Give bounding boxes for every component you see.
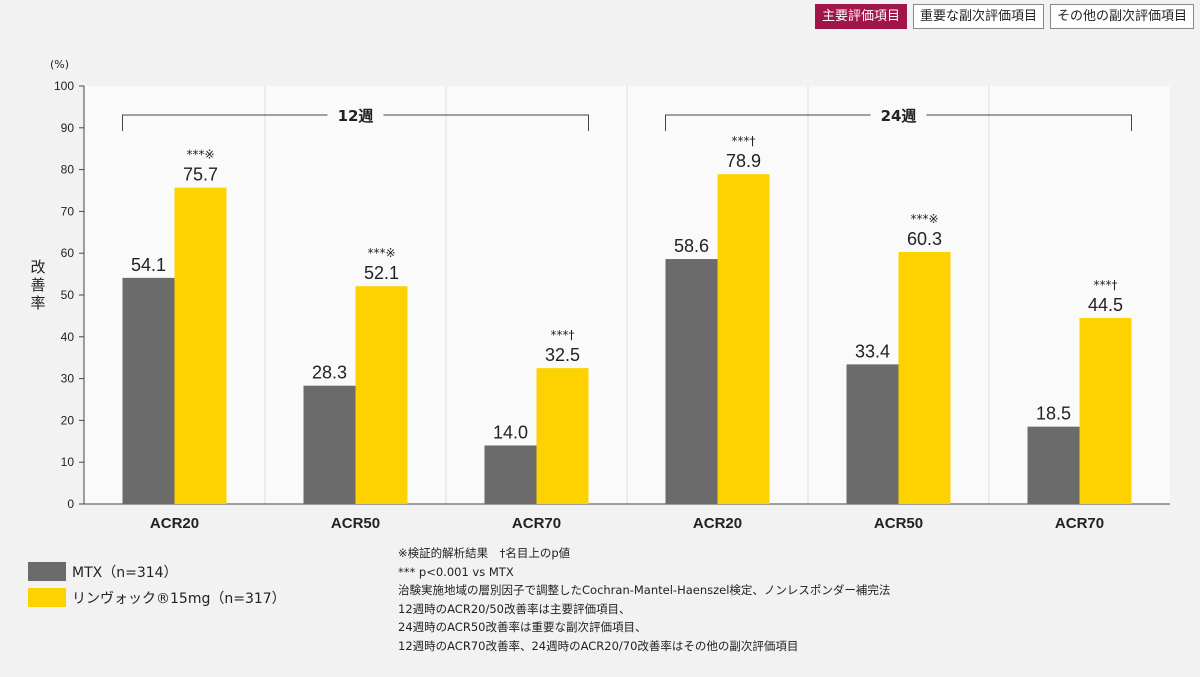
value-label-rinvoq: 78.9 [726, 151, 761, 171]
y-tick-label: 20 [61, 413, 75, 427]
x-tick-label: ACR20 [693, 515, 742, 532]
footnote-line: *** p<0.001 vs MTX [398, 564, 514, 579]
bar-rinvoq [174, 187, 227, 504]
value-label-mtx: 58.6 [674, 236, 709, 256]
bar-mtx [303, 385, 356, 504]
legend: MTX（n=314） リンヴォック®15mg（n=317） [28, 560, 286, 612]
footnotes: ※検証的解析結果 †名目上のp値 *** p<0.001 vs MTX 治験実施… [398, 544, 890, 656]
legend-swatch-rinvoq [28, 588, 66, 607]
y-tick-label: 0 [67, 497, 74, 511]
footnote-line: 12週時のACR20/50改善率は主要評価項目、 [398, 601, 631, 616]
bar-mtx [665, 259, 718, 504]
significance-annotation: ***† [732, 134, 756, 148]
legend-item-rinvoq: リンヴォック®15mg（n=317） [28, 586, 286, 609]
footnote-line: 治験実施地域の層別因子で調整したCochran-Mantel-Haenszel検… [398, 583, 891, 598]
significance-annotation: ***† [551, 328, 575, 342]
significance-annotation: ***† [1094, 278, 1118, 292]
bar-mtx [484, 445, 537, 504]
y-unit-label: (%) [50, 58, 69, 71]
bar-mtx [846, 364, 899, 504]
x-tick-label: ACR70 [512, 515, 561, 532]
y-tick-label: 50 [61, 288, 75, 302]
bar-rinvoq [898, 251, 951, 504]
footnote-line: 12週時のACR70改善率、24週時のACR20/70改善率はその他の副次評価項… [398, 638, 799, 653]
y-axis-label-char: 改 [30, 258, 45, 276]
group-bracket-left [122, 114, 328, 131]
group-label: 12週 [338, 107, 374, 125]
group-bracket-left [665, 114, 871, 131]
tab-key-secondary-endpoint[interactable]: 重要な副次評価項目 [912, 4, 1044, 29]
y-tick-label: 100 [54, 79, 74, 93]
value-label-rinvoq: 60.3 [907, 229, 942, 249]
group-label: 24週 [881, 107, 917, 125]
group-bracket-right [383, 114, 589, 131]
value-label-rinvoq: 75.7 [183, 165, 218, 185]
bar-chart: 0 10 20 30 40 50 60 70 80 90 100 (%) 改善率 54.1 75.7 ***※… [30, 58, 1170, 532]
bar-rinvoq [355, 286, 408, 504]
value-label-rinvoq: 44.5 [1088, 295, 1123, 315]
footnote-line: 24週時のACR50改善率は重要な副次評価項目、 [398, 620, 647, 635]
value-label-mtx: 28.3 [312, 363, 347, 383]
bar-rinvoq [717, 174, 770, 504]
y-tick-label: 80 [61, 163, 75, 177]
legend-item-mtx: MTX（n=314） [28, 560, 286, 583]
significance-annotation: ***※ [367, 246, 395, 260]
y-tick-label: 30 [61, 372, 75, 386]
legend-swatch-mtx [28, 562, 66, 581]
y-axis-label-char: 率 [30, 294, 45, 312]
tab-bar: 主要評価項目 重要な副次評価項目 その他の副次評価項目 [814, 4, 1194, 29]
bar-mtx [1027, 426, 1080, 504]
value-label-rinvoq: 32.5 [545, 345, 580, 365]
value-label-rinvoq: 52.1 [364, 263, 399, 283]
value-label-mtx: 33.4 [855, 341, 890, 361]
bar-mtx [122, 277, 175, 504]
bar-rinvoq [536, 368, 589, 504]
x-tick-label: ACR50 [874, 515, 923, 532]
legend-label-mtx: MTX（n=314） [72, 564, 178, 581]
y-axis-label-char: 善 [30, 276, 45, 294]
tab-other-secondary-endpoint[interactable]: その他の副次評価項目 [1049, 4, 1194, 29]
x-tick-label: ACR70 [1055, 515, 1104, 532]
y-tick-label: 10 [61, 455, 75, 469]
value-label-mtx: 18.5 [1036, 404, 1071, 424]
value-label-mtx: 54.1 [131, 255, 166, 275]
y-tick-label: 90 [61, 121, 75, 135]
y-tick-label: 40 [61, 330, 75, 344]
tab-primary-endpoint[interactable]: 主要評価項目 [814, 4, 907, 29]
footnote-line: ※検証的解析結果 †名目上のp値 [398, 546, 571, 560]
significance-annotation: ***※ [910, 212, 938, 226]
y-tick-label: 60 [61, 246, 75, 260]
bar-rinvoq [1079, 317, 1132, 504]
group-bracket-right [926, 114, 1132, 131]
legend-label-rinvoq: リンヴォック®15mg（n=317） [72, 590, 286, 607]
x-tick-label: ACR20 [150, 515, 199, 532]
significance-annotation: ***※ [186, 148, 214, 162]
x-tick-label: ACR50 [331, 515, 380, 532]
y-tick-label: 70 [61, 204, 75, 218]
value-label-mtx: 14.0 [493, 422, 528, 442]
